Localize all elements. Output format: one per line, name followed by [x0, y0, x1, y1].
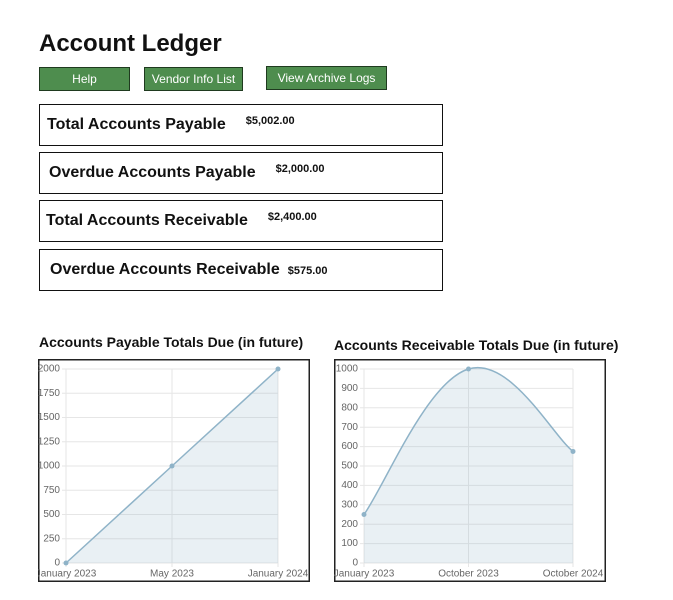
- chart: 0 250 500 750 1000 1250 1500 1750 2000 January 20…: [38, 359, 310, 582]
- y-tick-label: 400: [341, 480, 358, 491]
- summary-box: Overdue Accounts Payable $2,000.00: [39, 152, 443, 194]
- data-point: [169, 463, 175, 469]
- summary-label: Overdue Accounts Receivable: [50, 261, 280, 278]
- chart-frame: [38, 359, 310, 582]
- data-point: [570, 448, 576, 454]
- x-tick-label: January 2024: [248, 569, 309, 580]
- archive-button[interactable]: View Archive Logs: [266, 66, 387, 90]
- y-tick-label: 500: [341, 461, 358, 472]
- data-point: [63, 560, 69, 566]
- vendor-button[interactable]: Vendor Info List: [144, 67, 243, 91]
- data-point: [275, 366, 281, 372]
- y-tick-label: 600: [341, 441, 358, 452]
- x-tick-label: October 2024: [543, 569, 604, 580]
- y-tick-label: 200: [341, 519, 358, 530]
- y-tick-label: 0: [352, 558, 358, 569]
- chart-title: Accounts Payable Totals Due (in future): [39, 334, 304, 350]
- chart-frame: [334, 359, 606, 582]
- summary-box: Total Accounts Payable $5,002.00: [39, 104, 443, 146]
- help-button[interactable]: Help: [39, 67, 130, 91]
- y-tick-label: 250: [43, 533, 60, 544]
- y-tick-label: 0: [54, 558, 60, 569]
- y-tick-label: 1750: [38, 388, 60, 399]
- x-tick-label: October 2023: [438, 569, 499, 580]
- summary-value: $575.00: [287, 265, 328, 277]
- y-tick-label: 500: [43, 509, 60, 520]
- y-tick-label: 2000: [38, 364, 60, 375]
- data-point: [466, 366, 471, 372]
- page-title: Account Ledger: [39, 30, 222, 57]
- y-tick-label: 800: [341, 402, 358, 413]
- summary-value: $5,002.00: [245, 115, 295, 127]
- y-tick-label: 1000: [38, 461, 60, 472]
- y-tick-label: 300: [341, 499, 358, 510]
- y-tick-label: 100: [341, 538, 358, 549]
- y-tick-label: 900: [341, 383, 358, 394]
- y-tick-label: 1250: [38, 436, 60, 447]
- summary-label: Total Accounts Receivable: [46, 212, 248, 229]
- summary-value: $2,400.00: [267, 211, 317, 223]
- summary-label: Overdue Accounts Payable: [49, 164, 256, 181]
- summary-box: Total Accounts Receivable $2,400.00: [39, 200, 443, 242]
- series-area: [364, 367, 573, 563]
- chart-title: Accounts Receivable Totals Due (in futur…: [334, 337, 619, 353]
- data-point: [361, 512, 367, 517]
- y-tick-label: 750: [43, 485, 60, 496]
- summary-value: $2,000.00: [275, 163, 325, 175]
- x-tick-label: May 2023: [150, 569, 194, 580]
- chart: 0 100 200 300 400 500 600 700 800 900 1000 January …: [334, 359, 606, 582]
- summary-label: Total Accounts Payable: [47, 116, 226, 133]
- summary-box: Overdue Accounts Receivable $575.00: [39, 249, 443, 291]
- y-tick-label: 1500: [38, 412, 60, 423]
- x-tick-label: January 2023: [38, 569, 97, 580]
- y-tick-label: 1000: [336, 364, 359, 375]
- y-tick-label: 700: [341, 422, 358, 433]
- x-tick-label: January 2023: [334, 569, 395, 580]
